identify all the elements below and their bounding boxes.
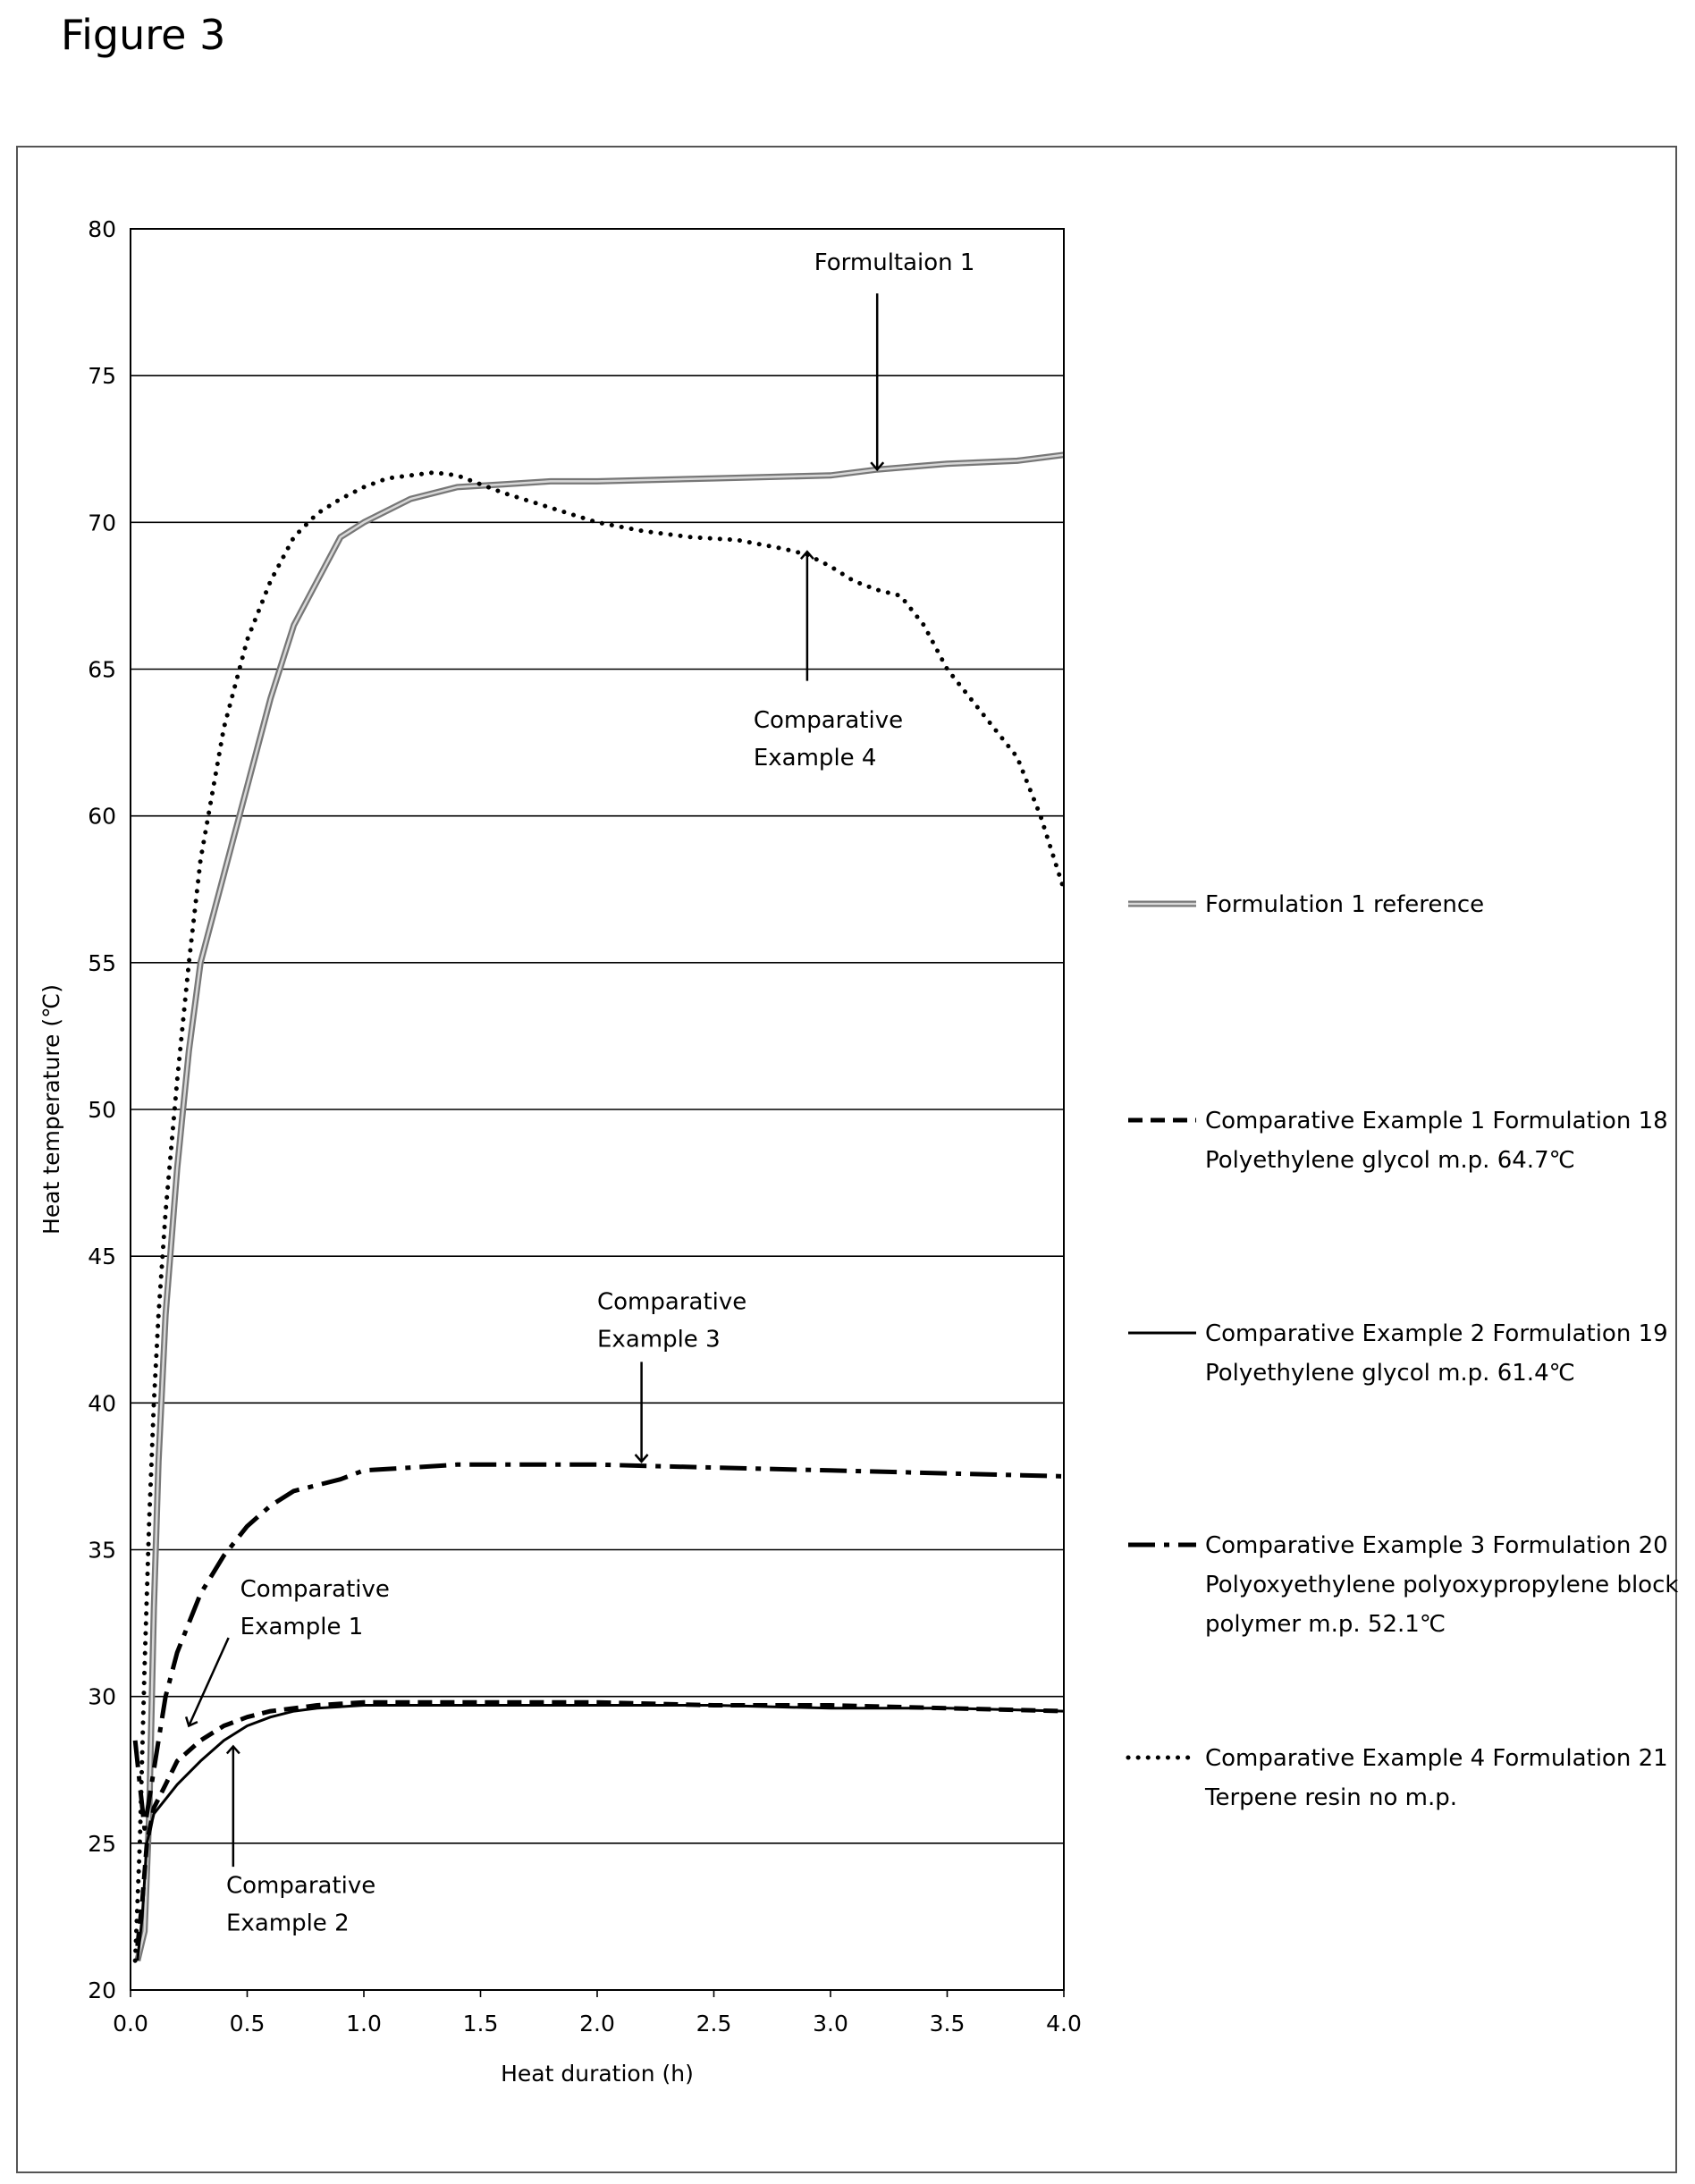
annotation-label: Comparative bbox=[240, 1576, 390, 1603]
y-tick-label: 65 bbox=[88, 657, 116, 683]
legend-label: Comparative Example 3 Formulation 20 bbox=[1205, 1532, 1668, 1559]
legend-label: Terpene resin no m.p. bbox=[1204, 1784, 1457, 1811]
figure-label: Figure 3 bbox=[61, 11, 226, 59]
gridlines bbox=[131, 228, 1064, 1991]
legend-label: polymer m.p. 52.1℃ bbox=[1205, 1611, 1446, 1638]
annotation-label: Example 2 bbox=[226, 1910, 350, 1937]
legend-label: Polyethylene glycol m.p. 64.7℃ bbox=[1205, 1147, 1575, 1174]
legend-item-ce1: Comparative Example 1 Formulation 18 Poly… bbox=[1128, 1108, 1668, 1174]
y-tick-label: 45 bbox=[88, 1244, 116, 1269]
annotation-label: Example 4 bbox=[754, 745, 877, 772]
legend-label: Comparative Example 2 Formulation 19 bbox=[1205, 1320, 1668, 1347]
x-tick-label: 2.5 bbox=[696, 2011, 732, 2036]
legend-label: Formulation 1 reference bbox=[1205, 891, 1484, 918]
annotation-label: Comparative bbox=[597, 1288, 746, 1315]
series-ce3 bbox=[132, 1462, 1065, 1831]
x-axis-title: Heat duration (h) bbox=[501, 2061, 694, 2087]
plot-area-border bbox=[130, 228, 1065, 1991]
y-tick-label: 25 bbox=[88, 1831, 116, 1857]
x-tick-label: 1.0 bbox=[346, 2011, 382, 2036]
series-group bbox=[132, 451, 1067, 1963]
y-tick-label: 30 bbox=[88, 1684, 116, 1710]
legend: Formulation 1 reference Comparative Examp… bbox=[1126, 891, 1678, 1811]
legend-label: Comparative Example 1 Formulation 18 bbox=[1205, 1108, 1668, 1134]
x-tick-label: 1.5 bbox=[463, 2011, 499, 2036]
y-tick-label: 55 bbox=[88, 950, 116, 976]
annotation-a-ce1: Comparative Example 1 bbox=[184, 1576, 390, 1728]
legend-label: Comparative Example 4 Formulation 21 bbox=[1205, 1745, 1668, 1772]
legend-label: Polyethylene glycol m.p. 61.4℃ bbox=[1205, 1360, 1575, 1387]
annotation-label: Comparative bbox=[226, 1873, 375, 1900]
annotation-a-ce3: Comparative Example 3 bbox=[597, 1288, 746, 1463]
annotation-arrow bbox=[184, 1637, 230, 1728]
series-f1 bbox=[134, 451, 1065, 1962]
legend-item-f1: Formulation 1 reference bbox=[1128, 891, 1484, 918]
legend-item-ce2: Comparative Example 2 Formulation 19 Poly… bbox=[1128, 1320, 1668, 1387]
annotation-label: Example 3 bbox=[597, 1326, 721, 1353]
x-tick-label: 0.5 bbox=[230, 2011, 266, 2036]
y-tick-label: 60 bbox=[88, 804, 116, 830]
y-axis-title: Heat temperature (℃) bbox=[38, 984, 64, 1235]
annotation-label: Formultaion 1 bbox=[814, 249, 975, 276]
x-tick-label: 0.0 bbox=[113, 2011, 148, 2036]
y-tick-label: 40 bbox=[88, 1390, 116, 1416]
y-tick-label: 70 bbox=[88, 510, 116, 535]
annotation-label: Comparative bbox=[754, 707, 903, 734]
y-tick-label: 75 bbox=[88, 363, 116, 389]
series-line-ce2 bbox=[136, 1704, 1065, 1961]
chart-frame bbox=[16, 146, 1677, 2173]
x-tick-label: 3.5 bbox=[930, 2011, 966, 2036]
series-ce2 bbox=[136, 1704, 1065, 1961]
axes: 20 25 30 35 40 45 50 55 60 65 70 75 80 0.0 0.5 1.0 1.5 2.… bbox=[38, 216, 1082, 2087]
y-tick-label: 80 bbox=[88, 216, 116, 242]
y-tick-label: 50 bbox=[88, 1097, 116, 1123]
legend-item-ce4: Comparative Example 4 Formulation 21 Terp… bbox=[1126, 1745, 1668, 1811]
legend-label: Polyoxyethylene polyoxypropylene block bbox=[1205, 1572, 1678, 1598]
legend-item-ce3: Comparative Example 3 Formulation 20 Poly… bbox=[1128, 1532, 1678, 1638]
y-tick-label: 35 bbox=[88, 1538, 116, 1564]
x-tick-label: 2.0 bbox=[579, 2011, 615, 2036]
annotation-a-ce2: Comparative Example 2 bbox=[225, 1744, 375, 1937]
annotation-label: Example 1 bbox=[240, 1614, 364, 1640]
annotation-a-f1: Formultaion 1 bbox=[814, 249, 975, 472]
series-line-ce3 bbox=[132, 1462, 1065, 1831]
x-tick-label: 3.0 bbox=[813, 2011, 848, 2036]
x-tick-label: 4.0 bbox=[1046, 2011, 1082, 2036]
series-line-f1-inner bbox=[136, 453, 1065, 1961]
y-tick-label: 20 bbox=[88, 1977, 116, 2003]
annotation-a-ce4: Comparative Example 4 bbox=[754, 550, 903, 772]
